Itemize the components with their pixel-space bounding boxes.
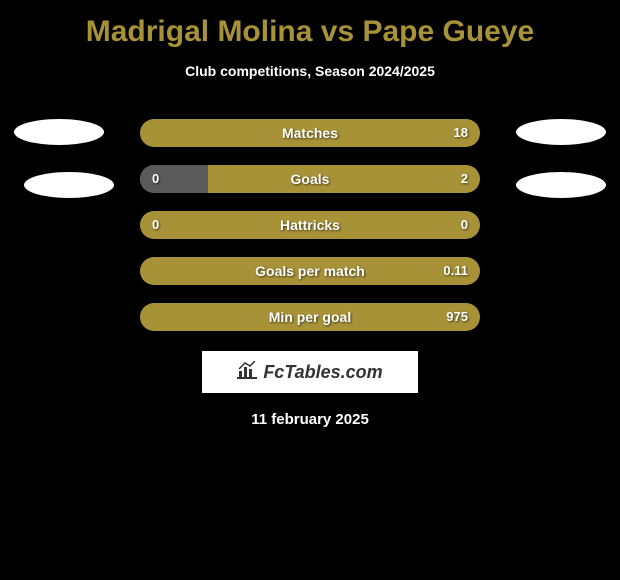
stat-value-right: 0.11 — [443, 257, 468, 285]
stat-bar-hattricks: 0 Hattricks 0 — [140, 211, 480, 239]
stat-bar-gpm: Goals per match 0.11 — [140, 257, 480, 285]
date-text: 11 february 2025 — [0, 411, 620, 428]
logo-box: FcTables.com — [202, 351, 418, 393]
stat-bar-matches: Matches 18 — [140, 119, 480, 147]
comparison-title: Madrigal Molina vs Pape Gueye — [0, 0, 620, 49]
logo-text: FcTables.com — [263, 362, 382, 383]
stat-value-right: 2 — [461, 165, 468, 193]
stat-label: Hattricks — [140, 211, 480, 239]
player-left-marker-2 — [24, 172, 114, 198]
stat-value-right: 18 — [454, 119, 468, 147]
stat-value-right: 0 — [461, 211, 468, 239]
stat-bar-goals: 0 Goals 2 — [140, 165, 480, 193]
stat-label: Goals per match — [140, 257, 480, 285]
stat-value-right: 975 — [446, 303, 468, 331]
player-right-marker-2 — [516, 172, 606, 198]
stat-bar-mpg: Min per goal 975 — [140, 303, 480, 331]
chart-icon — [237, 361, 257, 384]
stat-label: Min per goal — [140, 303, 480, 331]
player-left-marker-1 — [14, 119, 104, 145]
stat-label: Goals — [140, 165, 480, 193]
stat-label: Matches — [140, 119, 480, 147]
player-right-marker-1 — [516, 119, 606, 145]
comparison-area: Matches 18 0 Goals 2 0 Hattricks 0 Goals… — [0, 119, 620, 428]
comparison-subtitle: Club competitions, Season 2024/2025 — [0, 49, 620, 79]
